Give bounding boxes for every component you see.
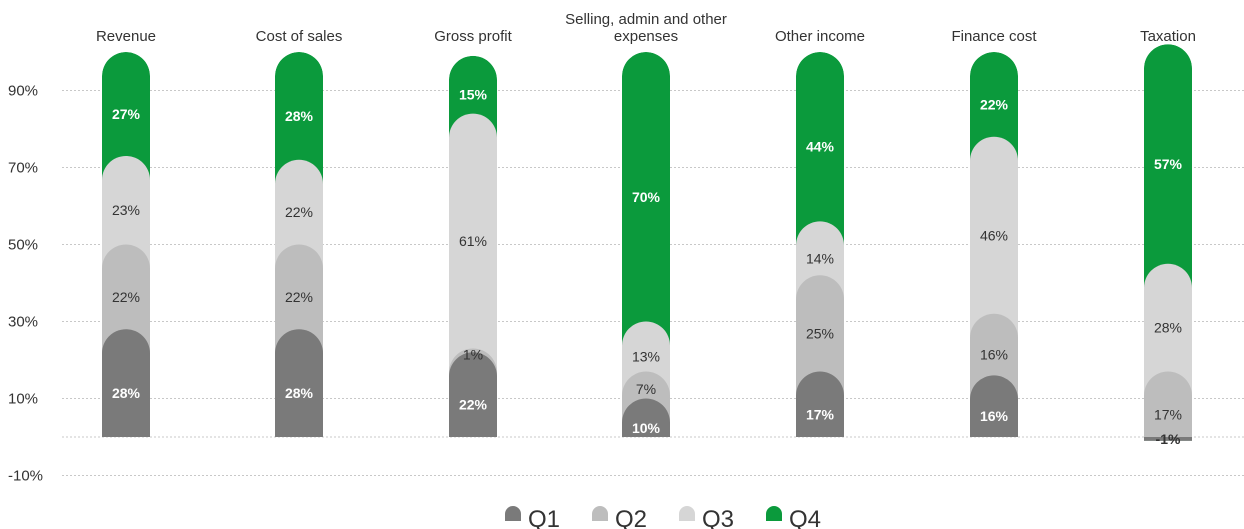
- data-label: 28%: [112, 385, 141, 401]
- data-label: -1%: [1156, 431, 1181, 447]
- bar-segment-q1: [622, 398, 670, 437]
- legend-entry: Q1: [528, 506, 560, 529]
- legend-swatch: [766, 506, 782, 521]
- legend-swatch: [592, 506, 608, 521]
- category-label: Other income: [775, 28, 865, 45]
- bars: [102, 44, 1192, 441]
- data-label: 22%: [459, 397, 488, 413]
- data-label: 16%: [980, 408, 1009, 424]
- data-label: 17%: [1154, 406, 1182, 422]
- bar-segment-q1: [1144, 437, 1192, 441]
- data-label: 46%: [980, 227, 1008, 243]
- category-label: Selling, admin and other: [565, 11, 727, 28]
- data-label: 14%: [806, 250, 834, 266]
- bar-column: [1144, 44, 1192, 441]
- data-label: 10%: [632, 420, 661, 436]
- category-label: Finance cost: [951, 28, 1037, 45]
- data-label: 27%: [112, 106, 141, 122]
- bar-segment-q1: [275, 329, 323, 437]
- y-tick-label: -10%: [8, 468, 43, 485]
- legend-swatch: [679, 506, 695, 521]
- y-tick-label: 10%: [8, 391, 38, 408]
- legend-swatch: [505, 506, 521, 521]
- data-label: 22%: [112, 289, 140, 305]
- bar-column: [102, 52, 150, 437]
- y-axis-ticks: -10% 10% 30% 50% 70% 90%: [8, 83, 43, 485]
- data-label: 22%: [285, 289, 313, 305]
- category-label: Gross profit: [434, 28, 512, 45]
- data-label: 16%: [980, 347, 1008, 363]
- bar-column: [622, 52, 670, 437]
- bar-segment-q1: [102, 329, 150, 437]
- y-tick-label: 50%: [8, 237, 38, 254]
- data-label: 61%: [459, 233, 487, 249]
- data-label: 13%: [632, 349, 660, 365]
- category-label: Revenue: [96, 28, 156, 45]
- data-label: 7%: [636, 381, 656, 397]
- category-label: Taxation: [1140, 28, 1196, 45]
- grid-lines: [62, 90, 1244, 476]
- data-labels: 28% 22% 23% 27% 28% 22% 22% 28% 22% 1% 61% 15% 10% 7%…: [112, 87, 1183, 447]
- data-label: 70%: [632, 189, 661, 205]
- legend: Q1 Q2 Q3 Q4: [505, 506, 821, 529]
- y-tick-label: 70%: [8, 160, 38, 177]
- bar-column: [970, 52, 1018, 437]
- bar-segment-q1: [796, 371, 844, 437]
- data-label: 15%: [459, 87, 488, 103]
- bar-segment-q1: [449, 352, 497, 437]
- data-label: 28%: [285, 385, 314, 401]
- data-label: 22%: [285, 204, 313, 220]
- data-label: 57%: [1154, 156, 1183, 172]
- category-label: expenses: [614, 28, 678, 45]
- data-label: 25%: [806, 325, 834, 341]
- data-label: 22%: [980, 96, 1009, 112]
- data-label: 23%: [112, 202, 140, 218]
- data-label: 44%: [806, 139, 835, 155]
- y-tick-label: 30%: [8, 314, 38, 331]
- bar-column: [796, 52, 844, 437]
- legend-entry: Q4: [789, 506, 821, 529]
- data-label: 28%: [285, 108, 314, 124]
- category-labels: Revenue Cost of sales Gross profit Selling,…: [96, 11, 1196, 45]
- bar-segment-q2: [1144, 371, 1192, 441]
- legend-entry: Q2: [615, 506, 647, 529]
- data-label: 28%: [1154, 320, 1182, 336]
- bar-segment-q1: [970, 375, 1018, 437]
- data-label: 17%: [806, 406, 835, 422]
- category-label: Cost of sales: [256, 28, 343, 45]
- bar-column: [275, 52, 323, 437]
- y-tick-label: 90%: [8, 83, 38, 100]
- bar-column: [449, 55, 497, 437]
- data-label: 1%: [463, 346, 483, 362]
- legend-entry: Q3: [702, 506, 734, 529]
